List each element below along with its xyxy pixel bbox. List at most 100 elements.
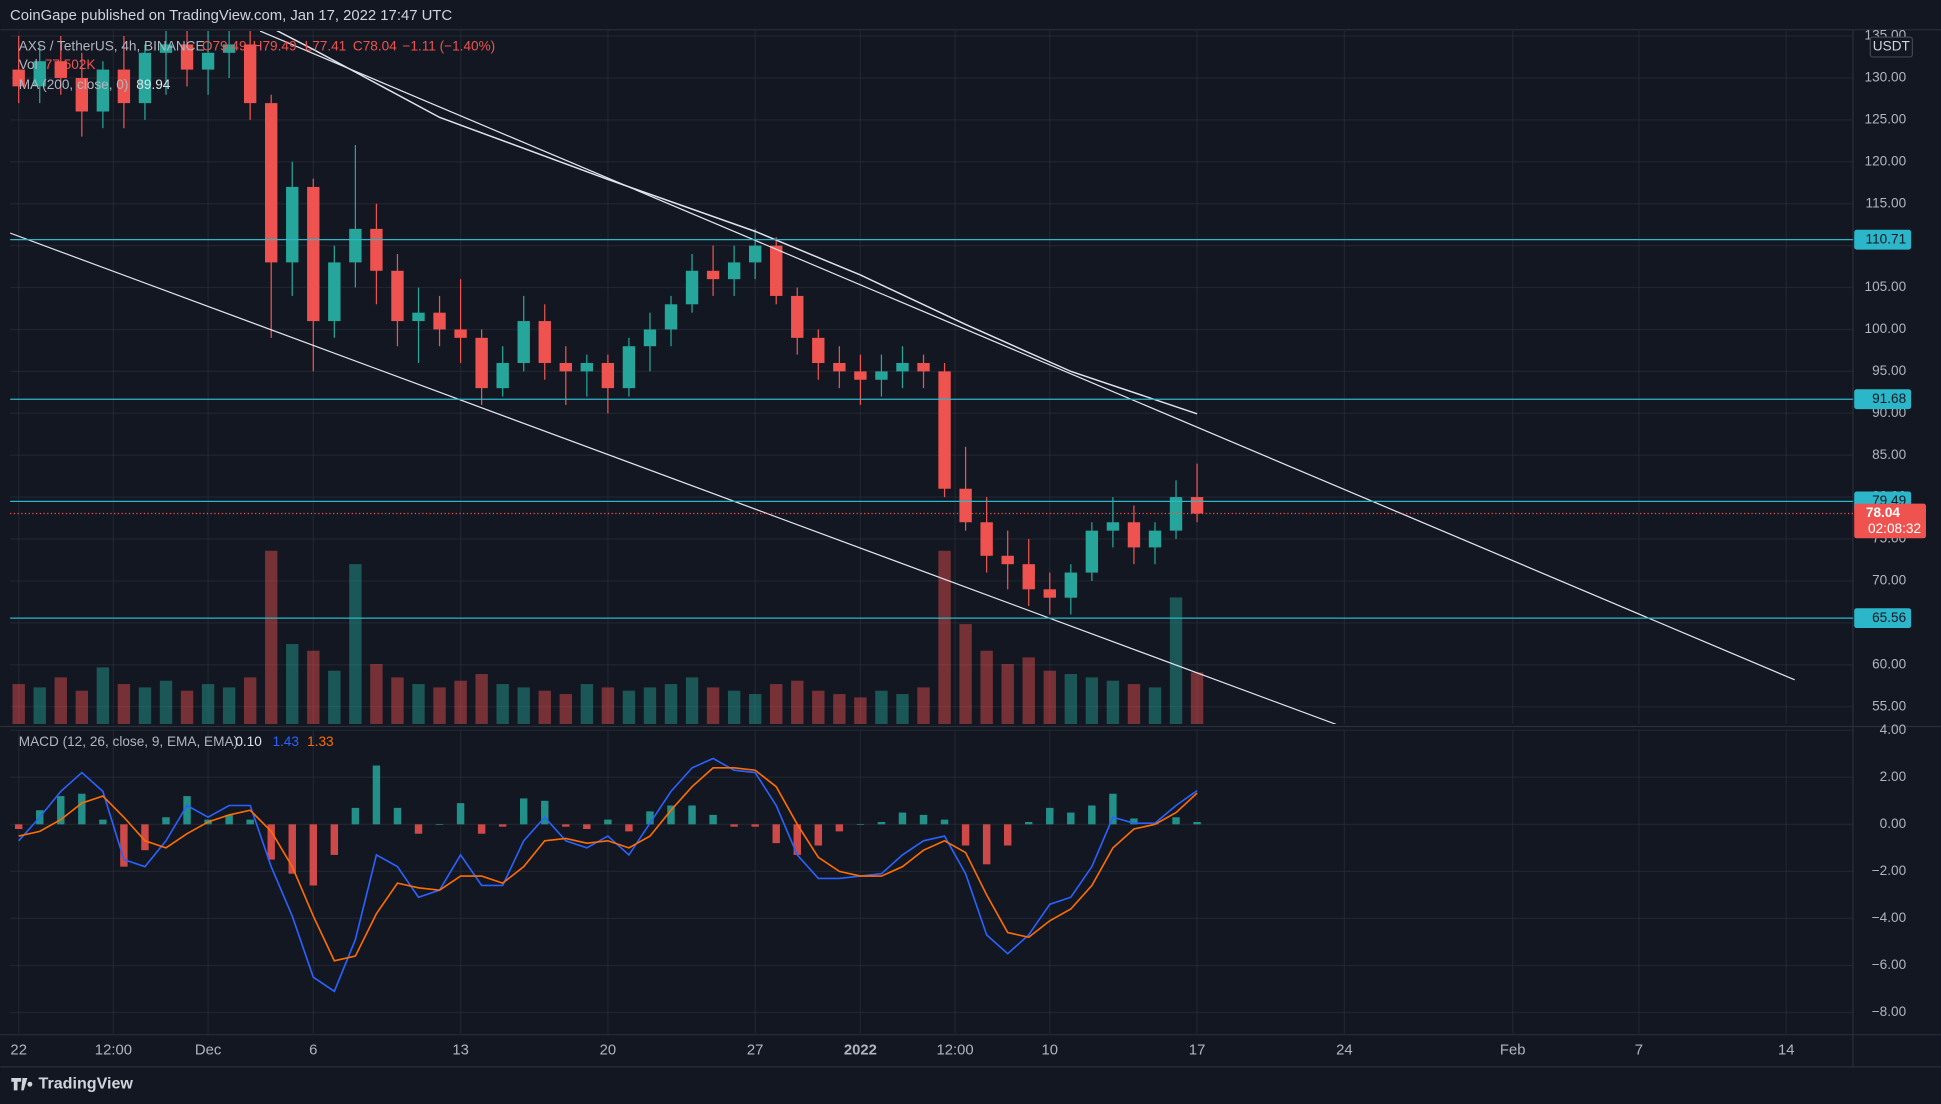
symbol: AXS / TetherUS, 4h, BINANCE <box>19 39 205 54</box>
volume-bar <box>1148 687 1162 725</box>
candle-body <box>412 312 425 322</box>
ohlc-close: C78.04 <box>353 39 397 54</box>
y-tick-label: 115.00 <box>1866 195 1907 210</box>
volume-bar <box>812 690 825 725</box>
x-tick-label: 13 <box>452 1043 469 1059</box>
candle-body <box>1106 522 1120 531</box>
histogram-bar <box>120 824 128 867</box>
volume-bar <box>706 687 720 725</box>
y-tick-label: 100.00 <box>1865 321 1907 336</box>
histogram-bar <box>772 824 780 844</box>
volume-bar <box>791 680 804 725</box>
volume-value: 77.502K <box>45 57 96 72</box>
histogram-bar <box>961 824 970 846</box>
histogram-bar <box>1046 807 1054 825</box>
histogram-bar <box>99 819 107 825</box>
volume-bar <box>33 687 46 725</box>
level-label-box <box>1854 608 1912 629</box>
histogram-bar <box>162 817 170 825</box>
histogram-bar <box>1130 818 1138 825</box>
last-price-label: 78.04 <box>1866 505 1900 520</box>
volume-bar <box>1169 597 1183 725</box>
volume-bar <box>433 687 446 725</box>
volume-bar <box>243 677 257 725</box>
candle-body <box>286 186 299 263</box>
candle-body <box>1190 497 1204 514</box>
volume-bar <box>896 694 909 725</box>
volume-bar <box>538 690 551 725</box>
histogram-bar <box>456 803 465 825</box>
y-tick-label: −4.00 <box>1872 910 1907 925</box>
macd-hist-value: 0.10 <box>235 734 262 749</box>
publish-header: CoinGape published on TradingView.com, J… <box>10 8 452 24</box>
volume-bar <box>1001 664 1014 725</box>
volume-bar <box>664 684 678 725</box>
histogram-bar <box>793 824 801 855</box>
volume-bar <box>75 690 89 725</box>
x-tick-label: 12:00 <box>937 1043 974 1059</box>
level-label: 91.68 <box>1872 391 1906 406</box>
histogram-bar <box>288 824 296 874</box>
candle-body <box>1127 522 1141 548</box>
histogram-bar <box>604 819 612 825</box>
y-tick-label: 60.00 <box>1872 656 1906 671</box>
currency-box <box>1869 36 1913 58</box>
macd-value: 1.43 <box>272 734 299 749</box>
candle-body <box>201 52 215 70</box>
countdown: 02:08:32 <box>1868 521 1921 536</box>
volume-bar <box>622 690 636 725</box>
histogram-bar <box>625 824 633 832</box>
volume-bar <box>54 677 67 725</box>
macd-pane <box>14 757 1201 993</box>
level-label: 110.71 <box>1866 231 1907 246</box>
histogram-bar <box>877 821 886 825</box>
volume-bar <box>917 687 930 725</box>
x-tick-label: 17 <box>1189 1043 1206 1059</box>
candle-body <box>265 103 278 263</box>
volume-bar <box>1064 674 1078 725</box>
candle-body <box>1148 530 1162 548</box>
y-tick-label: 95.00 <box>1872 363 1906 378</box>
histogram-bar <box>57 796 65 825</box>
candle-body <box>580 362 594 372</box>
histogram-bar <box>393 807 402 825</box>
signal-value: 1.33 <box>307 734 334 749</box>
histogram-bar <box>856 824 865 825</box>
legend: AXS / TetherUS, 4h, BINANCE O79.49 H79.4… <box>19 39 495 750</box>
volume-bar <box>12 684 25 725</box>
candle-body <box>138 52 152 104</box>
x-tick-label: 12:00 <box>95 1043 132 1059</box>
candle-body <box>475 337 488 389</box>
x-tick-label: 14 <box>1778 1043 1795 1059</box>
footer-brand: TradingView <box>39 1074 134 1092</box>
x-tick-label: 7 <box>1635 1043 1643 1059</box>
candle-body <box>496 362 509 389</box>
volume-bar <box>265 550 278 725</box>
histogram-bar <box>730 824 738 827</box>
level-label-box <box>1854 229 1912 250</box>
ohlc-open: O79.49 <box>202 39 247 54</box>
candle-body <box>33 61 46 87</box>
volume-bar <box>770 684 783 725</box>
candle-body <box>1085 530 1099 573</box>
y-tick-label: 130.00 <box>1865 70 1907 85</box>
volume-bar <box>412 684 425 725</box>
volume-bar <box>454 680 467 725</box>
volume-bar <box>349 564 362 725</box>
candle-body <box>12 69 25 87</box>
volume-bar <box>117 684 131 725</box>
histogram-bar <box>646 811 654 825</box>
candle-body <box>706 270 720 280</box>
volume-bar <box>517 687 530 725</box>
volume-bar <box>391 677 404 725</box>
candle-body <box>328 262 341 322</box>
y-tick-label: 105.00 <box>1865 279 1907 294</box>
volume-bar <box>138 687 152 725</box>
candle-body <box>1022 564 1035 590</box>
histogram-bar <box>562 824 570 827</box>
x-tick-label: 24 <box>1336 1043 1353 1059</box>
candle-body <box>748 245 762 263</box>
histogram-bar <box>141 824 149 851</box>
